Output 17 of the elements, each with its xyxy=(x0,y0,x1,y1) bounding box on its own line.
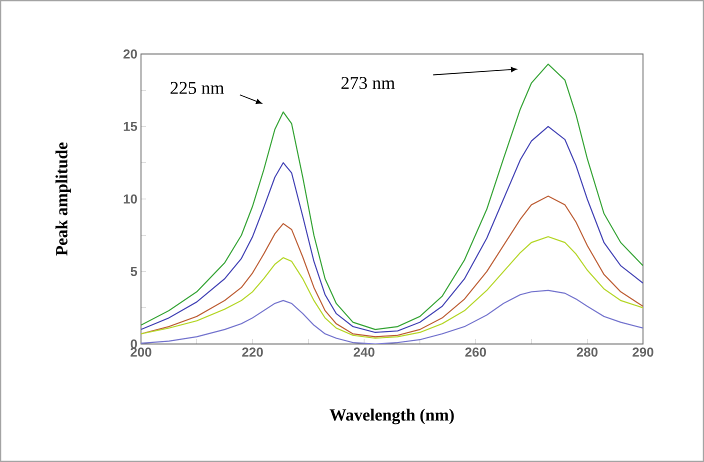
y-axis-title: Peak amplitude xyxy=(55,142,71,256)
y-tick-label: 15 xyxy=(124,122,138,132)
x-tick-label: 260 xyxy=(465,348,486,357)
annotation: 273 nm xyxy=(341,76,395,90)
y-tick-label: 10 xyxy=(124,194,137,204)
y-tick-label: 20 xyxy=(123,49,137,59)
annotation: 225 nm xyxy=(170,82,224,94)
x-axis-title: Wavelength (nm) xyxy=(330,408,454,424)
x-tick-label: 280 xyxy=(576,348,598,357)
line-series xyxy=(141,64,643,330)
y-tick-label: 5 xyxy=(130,266,138,276)
x-tick-label: 220 xyxy=(242,348,263,357)
x-tick-label: 290 xyxy=(632,348,654,357)
line-series xyxy=(141,236,643,339)
x-tick-label: 240 xyxy=(354,348,374,357)
line-series xyxy=(141,126,643,333)
x-tick-label: 200 xyxy=(130,348,152,357)
